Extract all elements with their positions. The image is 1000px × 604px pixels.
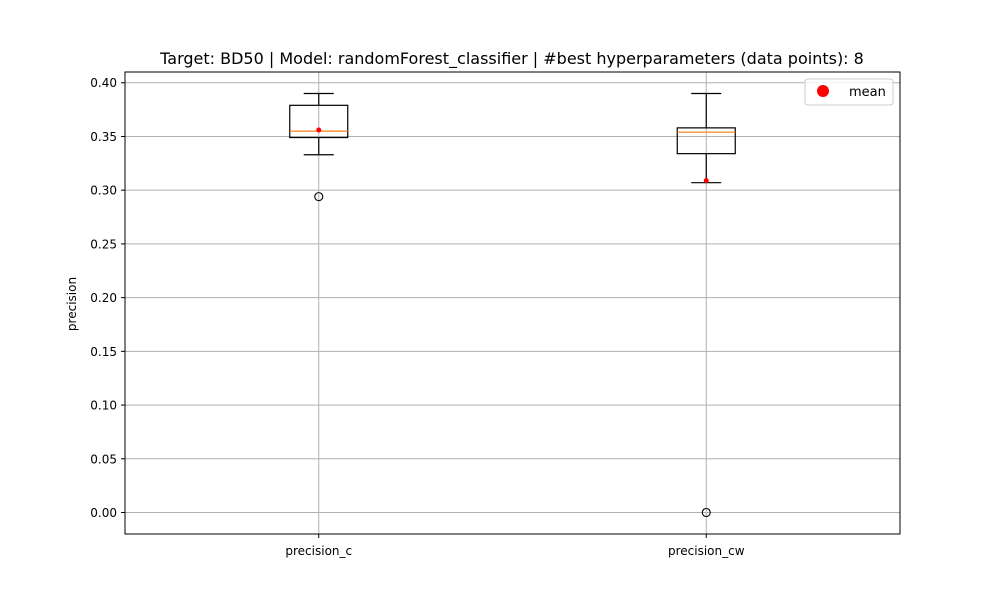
legend-mean-label: mean: [849, 85, 886, 100]
legend-frame: [804, 78, 894, 106]
box-precision_cw: [676, 92, 736, 518]
y-tick-label: 0.00: [90, 506, 117, 520]
y-tick-label: 0.35: [90, 130, 117, 144]
axes: 0.00 0.05 0.10 0.15 0.20 0.25 0.30 0.35 0.40 prec…: [90, 71, 901, 558]
mean-marker: [316, 127, 322, 133]
iqr-box: [289, 104, 349, 139]
legend-mean-marker: [817, 85, 829, 97]
y-tick-label: 0.30: [90, 184, 117, 198]
box-series: [289, 92, 736, 518]
outlier-point: [701, 507, 711, 518]
y-axis-label: precision: [65, 277, 79, 331]
y-tick-label: 0.05: [90, 452, 117, 466]
iqr-box: [676, 127, 736, 155]
y-tick-label: 0.15: [90, 345, 117, 359]
box-precision_c: [289, 92, 349, 202]
x-tick-label: precision_c: [285, 544, 352, 558]
y-tick-label: 0.10: [90, 399, 117, 413]
plot-frame: [124, 71, 901, 535]
outlier-point: [314, 192, 324, 202]
y-tick-label: 0.25: [90, 237, 117, 251]
chart-title: Target: BD50 | Model: randomForest_class…: [159, 49, 864, 69]
y-tick-label: 0.40: [90, 76, 117, 90]
y-tick-label: 0.20: [90, 291, 117, 305]
mean-marker: [703, 178, 709, 184]
grid-lines: [125, 72, 900, 534]
x-tick-label: precision_cw: [668, 544, 745, 558]
legend: mean: [804, 78, 894, 106]
